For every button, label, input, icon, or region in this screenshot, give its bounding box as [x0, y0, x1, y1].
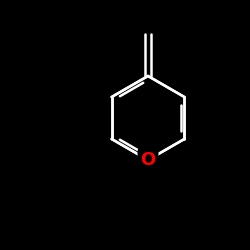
Text: N: N: [140, 151, 156, 169]
Text: O: O: [140, 151, 156, 169]
